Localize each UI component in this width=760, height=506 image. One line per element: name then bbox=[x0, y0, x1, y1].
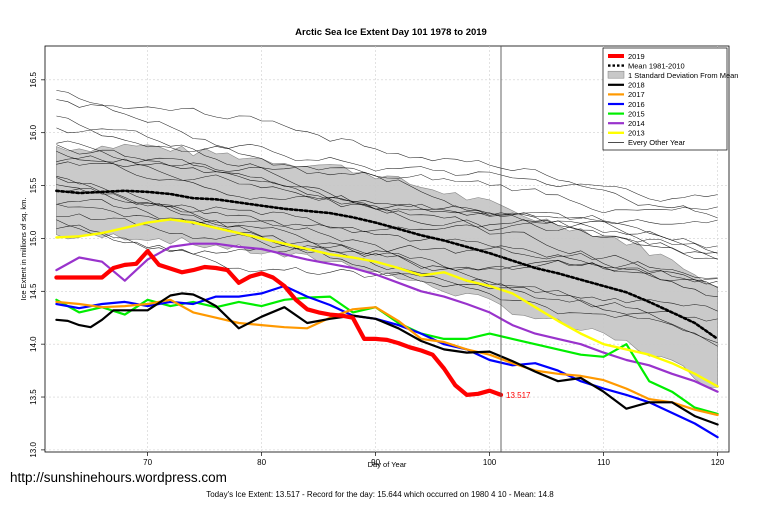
x-tick-label: 70 bbox=[143, 458, 152, 467]
other-year-line bbox=[56, 99, 718, 219]
y-tick-label: 16.5 bbox=[29, 72, 38, 88]
x-ticks: 70 80 90 100 110 120 bbox=[143, 452, 725, 467]
x-tick-label: 110 bbox=[597, 458, 610, 467]
series-line-2016 bbox=[55, 284, 719, 439]
y-tick-label: 15.5 bbox=[29, 177, 38, 193]
other-year-line bbox=[56, 199, 718, 347]
y-tick-label: 14.5 bbox=[29, 283, 38, 299]
legend-label: 2016 bbox=[628, 100, 645, 109]
legend-label: 1 Standard Deviation From Mean bbox=[628, 71, 738, 80]
series-line-2013 bbox=[55, 218, 719, 388]
y-tick-label: 16.0 bbox=[29, 124, 38, 140]
series-line-mean-1981-2010 bbox=[55, 189, 719, 341]
legend-label: 2014 bbox=[628, 119, 645, 128]
y-tick-label: 15.0 bbox=[29, 230, 38, 246]
series-line-2019 bbox=[54, 249, 504, 397]
x-axis-label: Day of Year bbox=[368, 460, 407, 469]
other-year-line bbox=[56, 144, 718, 214]
legend-label: 2017 bbox=[628, 90, 645, 99]
y-tick-label: 14.0 bbox=[29, 336, 38, 352]
other-year-line bbox=[56, 155, 718, 297]
legend-label: 2013 bbox=[628, 129, 645, 138]
other-year-line bbox=[56, 177, 718, 343]
x-tick-label: 80 bbox=[257, 458, 266, 467]
x-tick-label: 100 bbox=[483, 458, 497, 467]
watermark-url: http://sunshinehours.wordpress.com bbox=[10, 470, 227, 485]
other-year-line bbox=[56, 184, 718, 322]
y-tick-label: 13.5 bbox=[29, 389, 38, 405]
y-ticks: 13.0 13.5 14.0 14.5 15.0 15.5 16.0 16.5 bbox=[29, 72, 45, 458]
y-tick-label: 13.0 bbox=[29, 442, 38, 458]
chart-title: Arctic Sea Ice Extent Day 101 1978 to 20… bbox=[295, 27, 487, 38]
other-year-line bbox=[56, 213, 718, 285]
legend-swatch-band bbox=[607, 70, 625, 79]
other-year-line bbox=[56, 140, 718, 254]
x-tick-label: 120 bbox=[711, 458, 725, 467]
other-year-line bbox=[56, 115, 718, 259]
other-year-line bbox=[56, 161, 718, 260]
footer-text: Today's Ice Extent: 13.517 - Record for … bbox=[206, 490, 554, 499]
legend-label: 2019 bbox=[628, 52, 645, 61]
x-tick-label: 90 bbox=[371, 458, 380, 467]
other-year-line bbox=[56, 127, 718, 202]
series-lines bbox=[54, 189, 719, 439]
other-year-line bbox=[56, 188, 718, 283]
end-value-label: 13.517 bbox=[506, 391, 531, 400]
legend-label: 2018 bbox=[628, 81, 645, 90]
series-line-2018 bbox=[55, 292, 719, 426]
other-year-line bbox=[56, 150, 718, 254]
series-line-2017 bbox=[55, 298, 719, 417]
y-axis-label: Ice Extent in millions of sq. km. bbox=[19, 198, 28, 301]
other-year-line bbox=[56, 90, 718, 225]
other-year-line bbox=[56, 224, 718, 312]
legend-label: Mean 1981-2010 bbox=[628, 61, 685, 70]
legend-label: Every Other Year bbox=[628, 138, 686, 147]
legend-label: 2015 bbox=[628, 109, 645, 118]
